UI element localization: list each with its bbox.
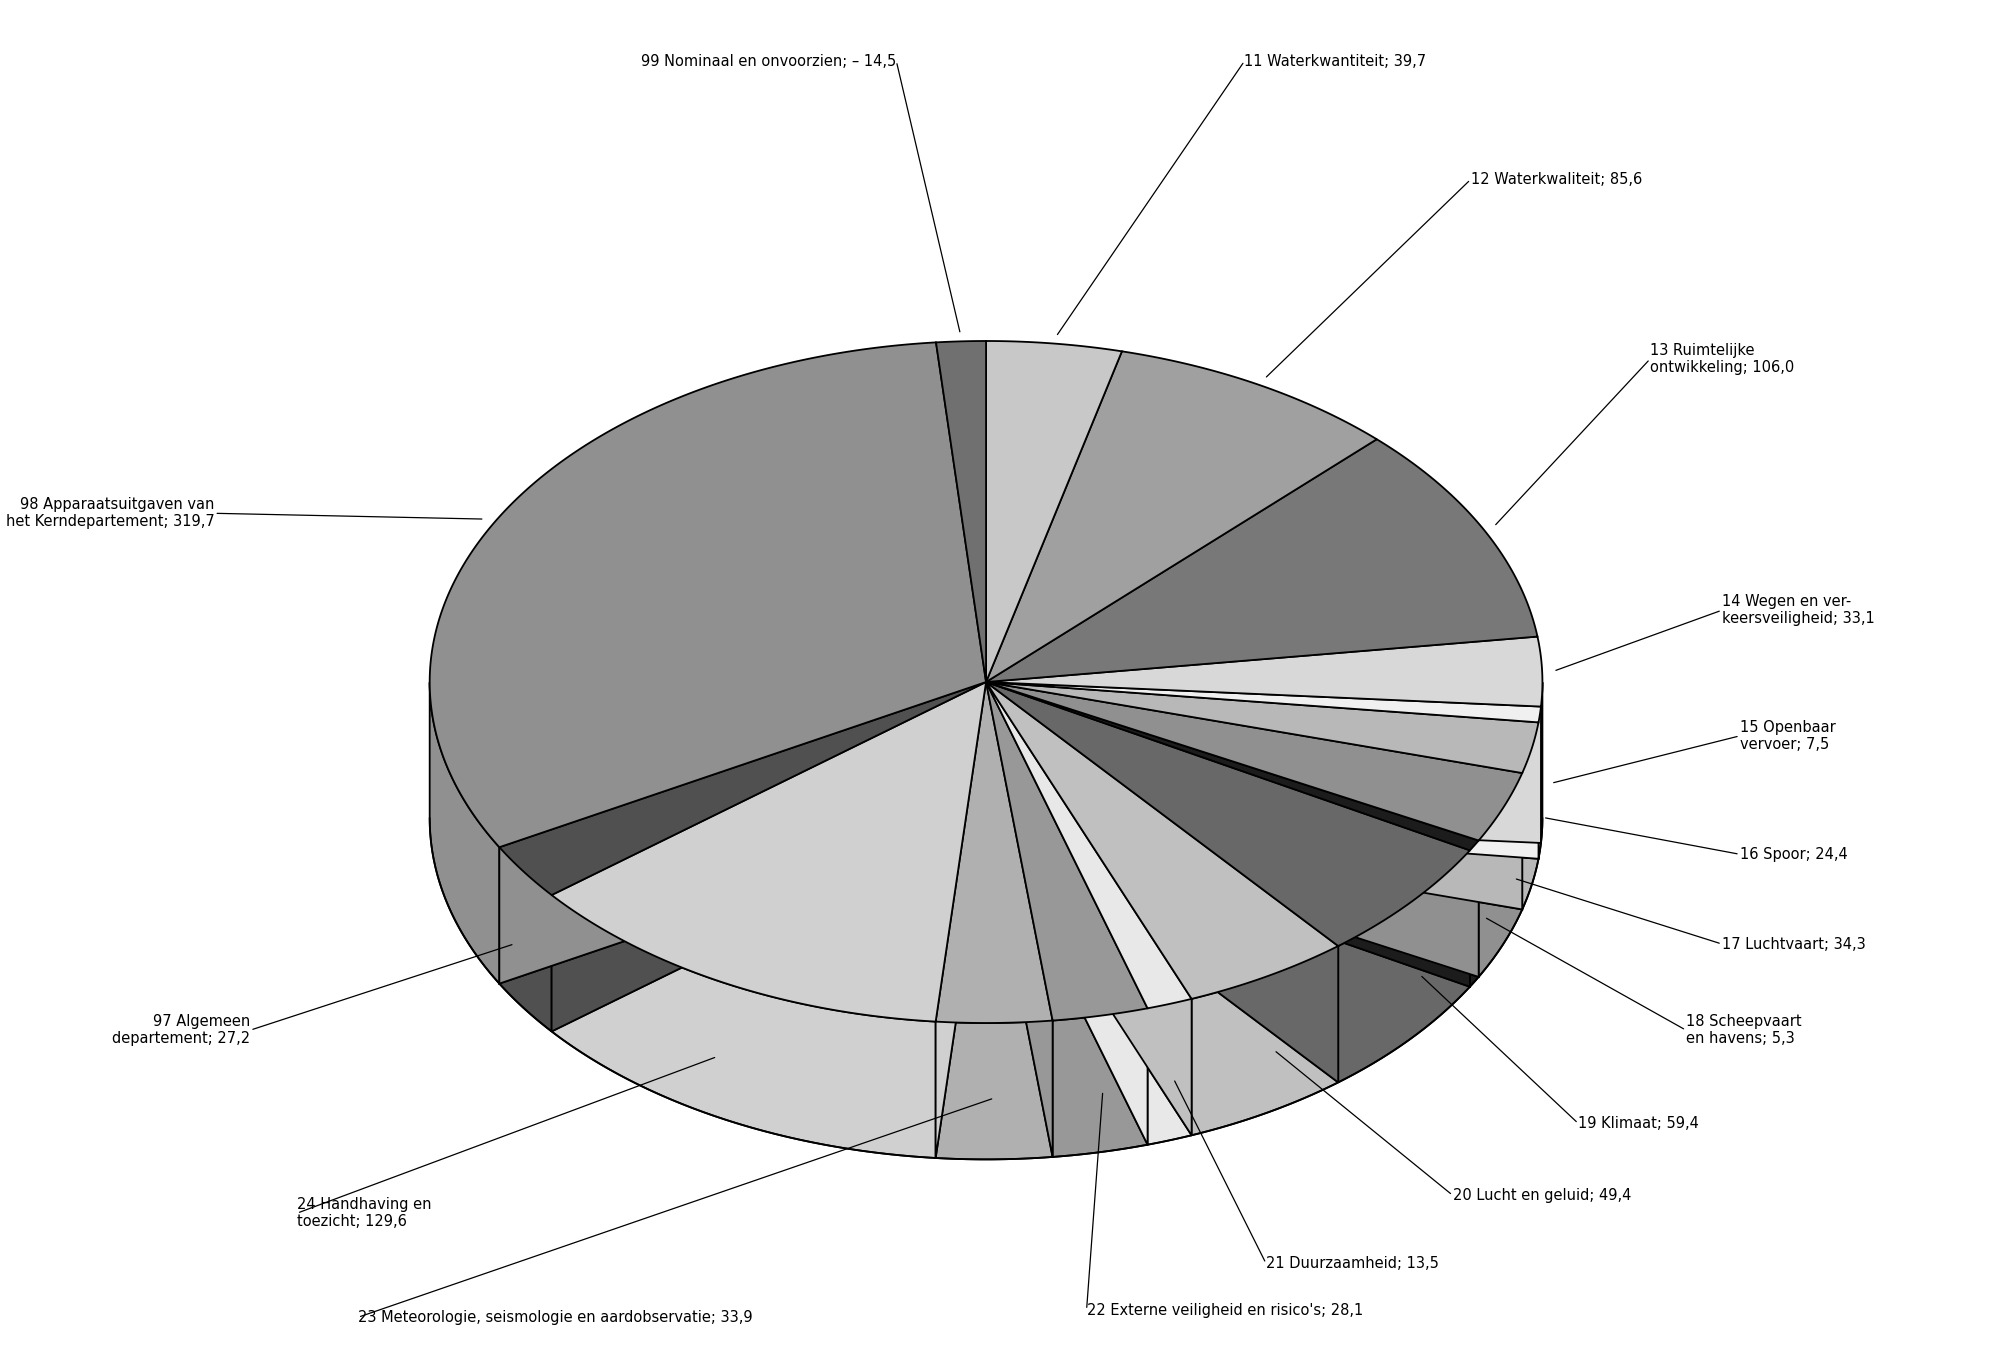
Polygon shape [500, 682, 985, 895]
Polygon shape [985, 682, 1521, 840]
Polygon shape [429, 342, 985, 847]
Text: 99 Nominaal en onvoorzien; – 14,5: 99 Nominaal en onvoorzien; – 14,5 [640, 53, 895, 68]
Text: 21 Duurzaamheid; 13,5: 21 Duurzaamheid; 13,5 [1264, 1256, 1439, 1271]
Polygon shape [985, 682, 1477, 977]
Text: 19 Klimaat; 59,4: 19 Klimaat; 59,4 [1578, 1116, 1698, 1131]
Polygon shape [985, 682, 1537, 859]
Polygon shape [985, 682, 1469, 986]
Text: 97 Algemeen
departement; 27,2: 97 Algemeen departement; 27,2 [112, 1013, 251, 1046]
Polygon shape [500, 847, 552, 1031]
Polygon shape [1146, 998, 1190, 1144]
Polygon shape [985, 682, 1477, 850]
Polygon shape [985, 682, 1337, 998]
Polygon shape [1521, 723, 1537, 910]
Polygon shape [935, 341, 985, 682]
Polygon shape [1337, 850, 1469, 1083]
Polygon shape [985, 682, 1477, 977]
Polygon shape [985, 637, 1541, 707]
Text: 14 Wegen en ver-
keersveiligheid; 33,1: 14 Wegen en ver- keersveiligheid; 33,1 [1722, 593, 1875, 626]
Polygon shape [985, 682, 1190, 1135]
Polygon shape [985, 682, 1521, 910]
Polygon shape [985, 682, 1337, 1083]
Text: 22 Externe veiligheid en risico's; 28,1: 22 Externe veiligheid en risico's; 28,1 [1086, 1303, 1363, 1318]
Text: 12 Waterkwaliteit; 85,6: 12 Waterkwaliteit; 85,6 [1469, 172, 1642, 187]
Polygon shape [985, 682, 1539, 723]
Polygon shape [985, 352, 1377, 682]
Polygon shape [985, 682, 1537, 773]
Text: 16 Spoor; 24,4: 16 Spoor; 24,4 [1738, 847, 1846, 862]
Polygon shape [985, 682, 1539, 843]
Polygon shape [1469, 840, 1477, 986]
Text: 24 Handhaving en
toezicht; 129,6: 24 Handhaving en toezicht; 129,6 [297, 1198, 432, 1229]
Polygon shape [985, 682, 1146, 1144]
Polygon shape [985, 682, 1190, 1008]
Polygon shape [1537, 707, 1539, 859]
Text: 98 Apparaatsuitgaven van
het Kerndepartement; 319,7: 98 Apparaatsuitgaven van het Kerndeparte… [6, 496, 215, 529]
Polygon shape [985, 682, 1146, 1020]
Polygon shape [552, 895, 935, 1158]
Polygon shape [985, 682, 1539, 843]
Polygon shape [1052, 1008, 1146, 1157]
Polygon shape [985, 682, 1537, 859]
Polygon shape [985, 439, 1537, 682]
Polygon shape [985, 682, 1469, 947]
Text: 18 Scheepvaart
en havens; 5,3: 18 Scheepvaart en havens; 5,3 [1686, 1013, 1800, 1046]
Polygon shape [985, 682, 1146, 1144]
Text: 15 Openbaar
vervoer; 7,5: 15 Openbaar vervoer; 7,5 [1738, 720, 1834, 752]
Text: 17 Luchtvaart; 34,3: 17 Luchtvaart; 34,3 [1722, 937, 1865, 952]
Polygon shape [985, 682, 1521, 910]
Polygon shape [985, 682, 1052, 1157]
Polygon shape [552, 682, 985, 1031]
Polygon shape [985, 682, 1469, 986]
Polygon shape [935, 682, 985, 1158]
Polygon shape [985, 682, 1337, 1083]
Polygon shape [935, 1020, 1052, 1159]
Polygon shape [935, 682, 1052, 1023]
Polygon shape [429, 682, 500, 983]
Polygon shape [985, 682, 1190, 1135]
Polygon shape [935, 682, 985, 1158]
Text: 23 Meteorologie, seismologie en aardobservatie; 33,9: 23 Meteorologie, seismologie en aardobse… [357, 1309, 753, 1324]
Polygon shape [552, 682, 985, 1022]
Text: 13 Ruimtelijke
ontwikkeling; 106,0: 13 Ruimtelijke ontwikkeling; 106,0 [1650, 342, 1794, 375]
Polygon shape [1477, 773, 1521, 977]
Polygon shape [985, 341, 1122, 682]
Polygon shape [1190, 947, 1337, 1135]
Text: 20 Lucht en geluid; 49,4: 20 Lucht en geluid; 49,4 [1451, 1188, 1630, 1203]
Polygon shape [500, 682, 985, 983]
Polygon shape [552, 682, 985, 1031]
Polygon shape [985, 682, 1052, 1157]
Polygon shape [500, 682, 985, 983]
Text: 11 Waterkwantiteit; 39,7: 11 Waterkwantiteit; 39,7 [1244, 53, 1425, 68]
